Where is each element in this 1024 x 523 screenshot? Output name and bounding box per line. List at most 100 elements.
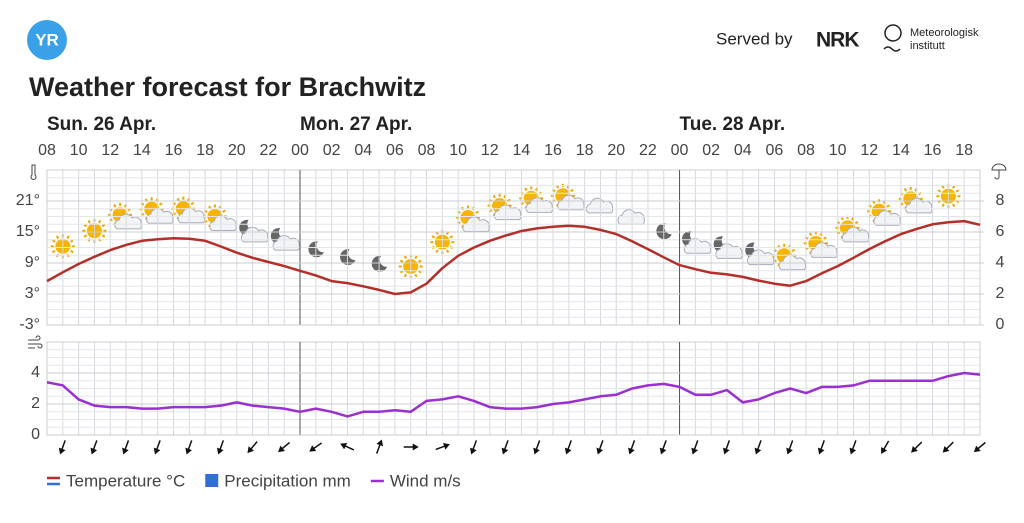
cloud: [557, 194, 585, 211]
wind-arrow: [596, 440, 604, 455]
page-title: Weather forecast for Brachwitz: [29, 72, 426, 102]
nrk-logo[interactable]: NRK: [816, 29, 860, 52]
met-logo-wave: [883, 46, 901, 52]
yr-logo-text: YR: [35, 30, 59, 49]
wind-arrow-head: [122, 447, 129, 455]
sun-ray: [83, 234, 88, 238]
x-tick-label: 16: [924, 142, 942, 159]
cloud: [873, 210, 901, 226]
y2-tick-label: 2: [996, 285, 1005, 302]
cloud: [272, 235, 300, 251]
wind-arrow-head: [691, 447, 698, 455]
sun-ray: [399, 259, 404, 263]
legend-label: Precipitation mm: [224, 471, 351, 490]
x-tick-label: 02: [702, 142, 720, 159]
wind-arrow: [849, 440, 857, 455]
weather-icon: [681, 231, 712, 254]
series-line: [46, 219, 981, 296]
wind-arrow: [122, 440, 130, 455]
weather-icon: [487, 193, 522, 221]
sun-ray: [66, 235, 70, 240]
wind-arrow: [973, 441, 986, 453]
sun-ray: [431, 235, 436, 239]
weather-icon: [550, 183, 585, 211]
wind-arrow-head: [911, 445, 918, 453]
sun-ray: [222, 209, 226, 213]
wind-arrow: [942, 441, 954, 453]
y-tick-label: 9°: [25, 254, 40, 271]
day-label: Sun. 26 Apr.: [47, 114, 156, 135]
cloud: [240, 226, 269, 243]
wind-arrow: [723, 440, 731, 455]
cloud: [810, 242, 838, 258]
wind-arrow-head: [469, 447, 477, 455]
x-tick-label: 12: [101, 142, 119, 159]
x-tick-label: 22: [639, 142, 657, 159]
x-tick-label: 14: [513, 142, 531, 159]
sun-ray: [937, 189, 942, 193]
met-logo-icon: [884, 24, 902, 42]
wind-arrow-head: [533, 447, 540, 455]
wind-arrow-head: [786, 447, 793, 455]
legend-label: Wind m/s: [390, 471, 461, 490]
wind-arrow: [911, 441, 923, 453]
wind-arrow: [659, 440, 667, 455]
wind-arrow: [403, 443, 419, 451]
weather-icon: [202, 204, 237, 231]
x-tick-label: 06: [766, 142, 784, 159]
x-tick-label: 18: [576, 142, 594, 159]
wind-arrow: [691, 440, 699, 455]
wind-arrow: [375, 439, 384, 454]
weather-icon: [867, 199, 901, 226]
wind-arrow: [435, 443, 450, 451]
y2-tick-label: 8: [996, 192, 1005, 209]
wind-arrow: [469, 440, 478, 455]
sun-ray: [435, 249, 439, 254]
sun-ray: [791, 248, 796, 253]
x-tick-label: 22: [259, 142, 277, 159]
wind-arrow: [90, 440, 98, 455]
cloud: [747, 249, 775, 266]
sun-ray: [903, 188, 908, 192]
y-tick-label: 3°: [25, 285, 40, 302]
sun-ray: [70, 239, 74, 243]
sun-ray: [51, 249, 56, 254]
wind-arrow: [153, 440, 161, 455]
series-line: [46, 371, 981, 418]
wind-arrow-head: [153, 447, 161, 455]
cloud: [177, 207, 206, 224]
x-tick-label: 16: [544, 142, 562, 159]
sun-ray: [952, 203, 956, 208]
x-tick-label: 18: [196, 142, 214, 159]
sun-ray: [414, 273, 418, 278]
wind-arrow-head: [596, 447, 604, 455]
x-tick-label: 00: [291, 142, 309, 159]
weather-icon: [803, 231, 838, 258]
wind-arrow-head: [659, 447, 667, 455]
wind-arrow: [533, 440, 541, 455]
sun-ray: [414, 255, 418, 260]
met-logo-line1[interactable]: Meteorologisk: [910, 27, 979, 39]
wind-arrow: [786, 440, 794, 455]
cloud: [683, 238, 712, 254]
sun-ray: [176, 197, 180, 202]
x-tick-label: 00: [671, 142, 689, 159]
wind-arrow-head: [58, 447, 66, 455]
sun-ray: [190, 201, 195, 206]
sun-ray: [208, 205, 212, 210]
met-logo-line2[interactable]: institutt: [910, 40, 945, 52]
sun-ray: [449, 235, 454, 239]
wind-arrow-head: [376, 439, 384, 447]
wind-arrow-head: [628, 447, 635, 455]
wind-arrow: [185, 440, 193, 455]
x-tick-label: 14: [892, 142, 910, 159]
yr-logo[interactable]: [27, 20, 67, 60]
weather-icon: [617, 209, 645, 225]
weather-icon: [108, 202, 142, 230]
wind-arrow-head: [723, 447, 730, 455]
weather-icon: [835, 215, 870, 243]
sun-ray: [70, 249, 74, 254]
wind-arrow-head: [278, 445, 285, 453]
